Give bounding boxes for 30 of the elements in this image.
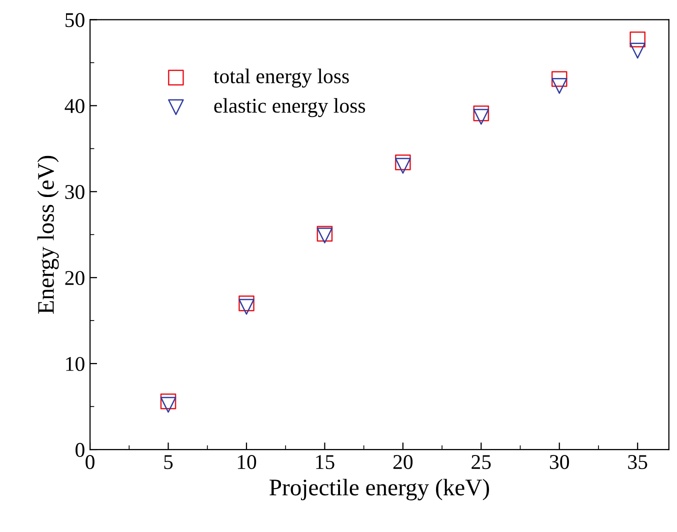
point xyxy=(238,295,254,312)
x-tick-label: 0 xyxy=(86,455,94,470)
y-tick-label: 10 xyxy=(66,356,84,371)
point xyxy=(551,71,568,87)
point xyxy=(551,78,568,94)
x-tick-label: 20 xyxy=(393,455,413,470)
x-tick-label: 10 xyxy=(238,455,256,470)
x-tick-label: 35 xyxy=(628,455,648,470)
x-axis-title: Projectile energy (keV) xyxy=(270,478,490,500)
point xyxy=(473,105,490,122)
y-axis-title: Energy loss (eV) xyxy=(37,156,59,314)
y-tick-label: 30 xyxy=(65,185,84,200)
legend-label: total energy loss xyxy=(214,68,349,88)
x-tick-label: 5 xyxy=(164,455,173,470)
point xyxy=(238,298,254,315)
point xyxy=(160,396,176,413)
point xyxy=(630,32,646,48)
point xyxy=(160,393,176,410)
point xyxy=(395,158,411,174)
y-tick-label: 50 xyxy=(66,13,84,28)
y-tick-label: 40 xyxy=(64,99,84,114)
point xyxy=(630,42,646,59)
x-tick-label: 15 xyxy=(316,455,334,470)
x-tick-label: 25 xyxy=(472,455,491,470)
y-tick-label: 0 xyxy=(76,442,84,457)
point xyxy=(473,108,490,125)
legend-label: elastic energy loss xyxy=(214,98,366,118)
point xyxy=(395,154,411,170)
x-tick-label: 30 xyxy=(550,455,569,470)
y-tick-label: 20 xyxy=(65,270,84,286)
